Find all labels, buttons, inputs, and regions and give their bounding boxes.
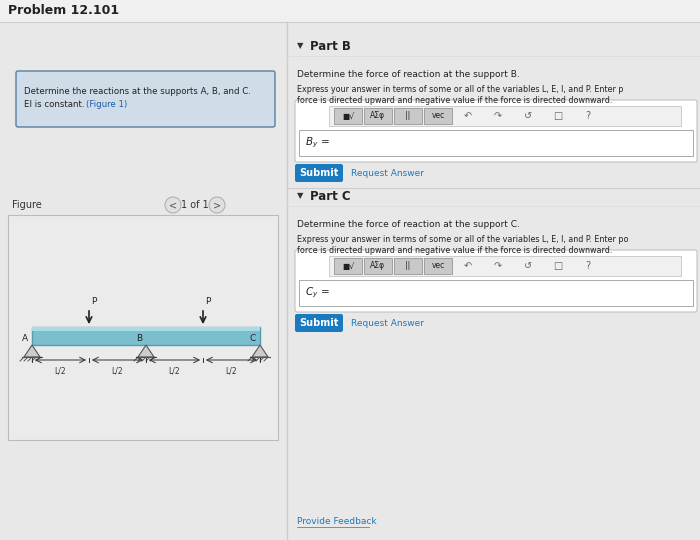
Text: Figure: Figure xyxy=(12,200,42,210)
Text: <: < xyxy=(169,200,177,210)
FancyBboxPatch shape xyxy=(295,164,343,182)
Text: Submit: Submit xyxy=(300,168,339,178)
Text: Request Answer: Request Answer xyxy=(351,168,424,178)
Text: Determine the force of reaction at the support C.: Determine the force of reaction at the s… xyxy=(297,220,520,229)
Polygon shape xyxy=(138,345,154,357)
Text: Problem 12.101: Problem 12.101 xyxy=(8,4,119,17)
Bar xyxy=(424,258,452,274)
Bar xyxy=(364,108,392,124)
Text: ▼: ▼ xyxy=(297,42,304,51)
Bar xyxy=(32,327,260,331)
Text: ▼: ▼ xyxy=(297,192,304,200)
Text: B: B xyxy=(136,334,142,343)
FancyBboxPatch shape xyxy=(16,71,275,127)
Text: C: C xyxy=(250,334,256,343)
Text: Provide Feedback: Provide Feedback xyxy=(297,517,377,526)
Text: P: P xyxy=(91,297,97,306)
Text: >: > xyxy=(213,200,221,210)
Text: □: □ xyxy=(554,111,563,121)
Text: force is directed upward and negative value if the force is directed downward.: force is directed upward and negative va… xyxy=(297,246,612,255)
Circle shape xyxy=(209,197,225,213)
Text: ■√: ■√ xyxy=(342,111,354,120)
Text: (Figure 1): (Figure 1) xyxy=(86,100,127,109)
Text: AΣφ: AΣφ xyxy=(370,261,386,271)
Bar xyxy=(299,280,693,306)
Bar xyxy=(329,106,681,126)
Bar xyxy=(329,256,681,276)
FancyBboxPatch shape xyxy=(295,250,697,312)
Text: L/2: L/2 xyxy=(169,366,181,375)
Text: vec: vec xyxy=(431,111,444,120)
Bar xyxy=(424,108,452,124)
Text: ↶: ↶ xyxy=(464,261,472,271)
Text: AΣφ: AΣφ xyxy=(370,111,386,120)
Text: □: □ xyxy=(554,261,563,271)
Bar xyxy=(334,108,362,124)
Text: L/2: L/2 xyxy=(112,366,123,375)
Text: Determine the reactions at the supports A, B, and C.: Determine the reactions at the supports … xyxy=(24,87,251,96)
Bar xyxy=(334,258,362,274)
Bar xyxy=(299,130,693,156)
Polygon shape xyxy=(252,345,268,357)
Text: EI is constant.: EI is constant. xyxy=(24,100,88,109)
Bar xyxy=(394,108,422,124)
Text: L/2: L/2 xyxy=(55,366,66,375)
Text: ■√: ■√ xyxy=(342,261,354,271)
Text: L/2: L/2 xyxy=(225,366,237,375)
Text: ↷: ↷ xyxy=(494,261,502,271)
Text: ↺: ↺ xyxy=(524,111,532,121)
Text: $B_y$ =: $B_y$ = xyxy=(305,136,330,150)
Text: ||: || xyxy=(405,261,411,271)
Circle shape xyxy=(165,197,181,213)
Text: ?: ? xyxy=(585,111,591,121)
Bar xyxy=(32,327,260,345)
Bar xyxy=(8,215,278,440)
FancyBboxPatch shape xyxy=(295,314,343,332)
Bar xyxy=(394,258,422,274)
Text: vec: vec xyxy=(431,261,444,271)
Text: Express your answer in terms of some or all of the variables L, E, I, and P. Ent: Express your answer in terms of some or … xyxy=(297,235,629,244)
Text: $C_y$ =: $C_y$ = xyxy=(305,286,330,300)
Text: Express your answer in terms of some or all of the variables L, E, I, and P. Ent: Express your answer in terms of some or … xyxy=(297,85,624,94)
Text: force is directed upward and negative value if the force is directed downward.: force is directed upward and negative va… xyxy=(297,96,612,105)
Text: ↷: ↷ xyxy=(494,111,502,121)
Text: P: P xyxy=(205,297,211,306)
Text: Determine the force of reaction at the support B.: Determine the force of reaction at the s… xyxy=(297,70,519,79)
Text: ||: || xyxy=(405,111,411,120)
Text: 1 of 1: 1 of 1 xyxy=(181,200,209,210)
Text: ?: ? xyxy=(585,261,591,271)
Text: Part B: Part B xyxy=(310,39,351,52)
Text: ↺: ↺ xyxy=(524,261,532,271)
Text: Part C: Part C xyxy=(310,190,351,202)
Polygon shape xyxy=(24,345,40,357)
Text: Request Answer: Request Answer xyxy=(351,319,424,327)
Text: A: A xyxy=(22,334,28,343)
Text: ↶: ↶ xyxy=(464,111,472,121)
Text: Submit: Submit xyxy=(300,318,339,328)
FancyBboxPatch shape xyxy=(295,100,697,162)
Bar xyxy=(364,258,392,274)
